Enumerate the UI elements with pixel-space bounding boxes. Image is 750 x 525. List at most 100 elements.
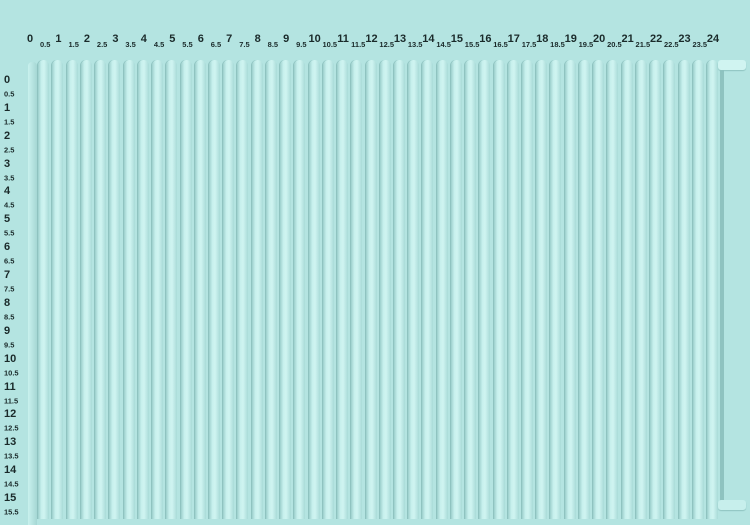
top-scale-label: 4 <box>140 33 147 45</box>
score-groove <box>265 60 277 519</box>
score-groove <box>550 60 562 519</box>
score-groove <box>251 60 263 519</box>
score-groove <box>52 60 64 519</box>
score-groove <box>564 60 576 519</box>
left-scale-label: 3 <box>4 157 11 170</box>
score-groove <box>607 60 619 519</box>
score-groove <box>578 60 590 519</box>
left-scale-label: 10 <box>4 352 17 365</box>
score-groove <box>351 60 363 519</box>
top-right-stop[interactable] <box>718 60 746 70</box>
left-scale-label: 15.5 <box>4 507 19 517</box>
top-scale-label: 21 <box>621 33 634 45</box>
score-groove <box>493 60 505 519</box>
score-groove <box>522 60 534 519</box>
top-scale-label: 19 <box>564 33 577 45</box>
top-scale-label: 24 <box>706 33 720 45</box>
left-scale-label: 7 <box>4 269 11 282</box>
score-groove <box>479 60 491 519</box>
top-scale-label: 13 <box>393 33 407 45</box>
left-scale-label: 4 <box>4 185 11 198</box>
top-scale-label: 17.5 <box>521 40 537 49</box>
left-scale-label: 3.5 <box>4 173 15 183</box>
left-scale-label: 14.5 <box>4 479 19 489</box>
top-scale-label: 15.5 <box>464 40 480 49</box>
top-scale-label: 7 <box>226 33 233 45</box>
top-scale-label: 10.5 <box>322 40 338 49</box>
top-scale-label: 18.5 <box>550 40 565 49</box>
top-scale-label: 16.5 <box>493 40 508 49</box>
top-scale-label: 2.5 <box>96 40 108 49</box>
score-groove <box>38 60 50 519</box>
top-scale-label: 11.5 <box>351 40 366 49</box>
score-groove <box>123 60 135 519</box>
score-groove <box>237 60 249 519</box>
score-groove <box>678 60 690 519</box>
top-scale-label: 17 <box>507 33 520 45</box>
top-scale-label: 20 <box>593 33 606 45</box>
left-scale-label: 6.5 <box>4 256 15 266</box>
score-groove <box>664 60 676 519</box>
left-scale-label: 2.5 <box>4 145 15 155</box>
top-scale-label: 20.5 <box>607 40 622 49</box>
top-scale-label: 12 <box>365 33 378 45</box>
score-groove <box>166 60 178 519</box>
top-scale-label: 18 <box>536 33 549 45</box>
score-groove <box>393 60 405 519</box>
score-groove <box>593 60 605 519</box>
top-scale-label: 22 <box>649 33 663 45</box>
score-groove <box>436 60 448 519</box>
bottom-right-stop[interactable] <box>718 500 746 510</box>
top-scale-label: 9.5 <box>296 40 307 49</box>
top-scale-label: 8.5 <box>267 40 279 49</box>
score-groove <box>66 60 78 519</box>
score-groove <box>95 60 107 519</box>
left-scale-label: 5.5 <box>4 228 15 238</box>
left-scale-label: 0 <box>4 74 11 86</box>
top-scale-label: 19.5 <box>578 40 594 49</box>
score-groove <box>109 60 121 519</box>
left-scale-label: 7.5 <box>4 284 15 294</box>
score-groove <box>408 60 420 519</box>
left-scale-label: 6 <box>4 241 11 254</box>
top-scale-label: 16 <box>479 33 492 45</box>
left-scale-label: 11 <box>4 380 16 393</box>
score-groove <box>365 60 377 519</box>
top-scale-label: 21.5 <box>635 40 651 49</box>
left-scale-label: 13.5 <box>4 451 19 461</box>
left-scale-label: 8 <box>4 296 11 309</box>
left-scale-label: 4.5 <box>4 200 15 210</box>
top-scale-label: 5 <box>169 33 176 45</box>
left-scale-label: 9 <box>4 324 11 337</box>
left-scale-label: 15 <box>4 492 17 505</box>
top-scale-label: 9 <box>283 33 290 45</box>
score-groove <box>322 60 334 519</box>
left-scale-label: 9.5 <box>4 340 15 350</box>
top-scale-label: 23 <box>678 33 691 45</box>
score-groove <box>621 60 633 519</box>
left-scale-label: 12 <box>4 408 17 421</box>
left-scale-label: 13 <box>4 436 17 449</box>
top-scale-label: 6 <box>197 33 204 45</box>
top-scale-label: 0 <box>26 33 34 45</box>
score-groove <box>223 60 235 519</box>
score-groove <box>180 60 192 519</box>
score-groove <box>152 60 164 519</box>
score-groove <box>707 60 718 519</box>
top-scale-label: 6.5 <box>210 40 222 49</box>
left-scale-label: 2 <box>4 129 11 142</box>
score-groove <box>337 60 349 519</box>
top-scale-label: 22.5 <box>664 40 679 49</box>
score-groove <box>137 60 149 519</box>
score-groove <box>194 60 206 519</box>
top-scale-label: 8 <box>254 33 261 45</box>
score-groove <box>635 60 647 519</box>
top-scale-label: 23.5 <box>692 40 708 49</box>
top-scale-label: 14 <box>422 33 435 45</box>
top-scale-label: 2 <box>83 33 90 45</box>
top-scale-label: 5.5 <box>182 40 193 49</box>
score-groove <box>536 60 548 519</box>
top-scale-label: 15 <box>450 33 463 45</box>
score-groove <box>422 60 434 519</box>
